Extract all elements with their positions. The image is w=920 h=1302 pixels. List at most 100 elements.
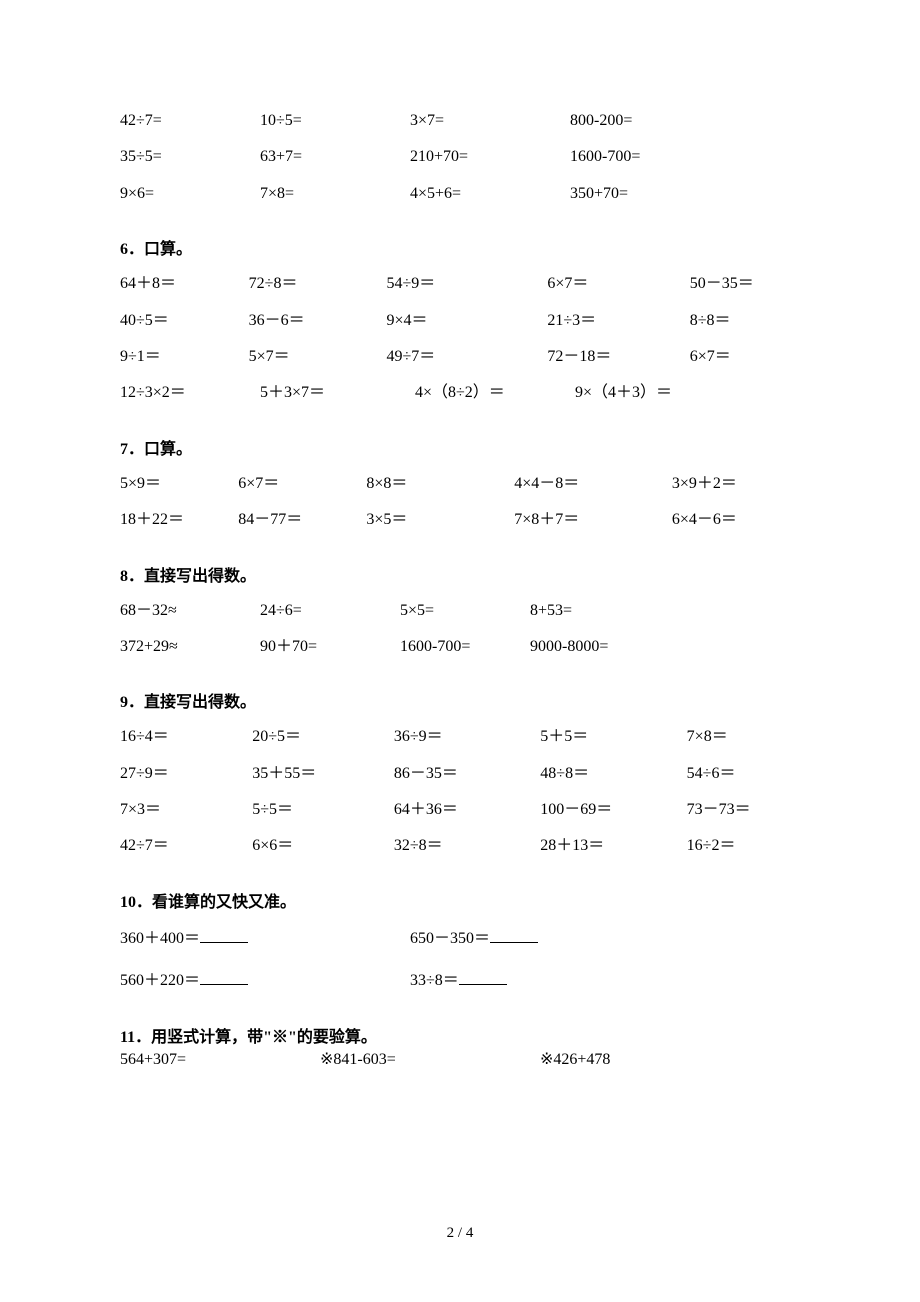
sec9-cell: 6×6＝ — [252, 835, 394, 857]
sec7-cell: 5×9＝ — [120, 473, 238, 495]
sec6-cell: 9×4＝ — [387, 310, 548, 332]
sec10-left-cell: 360＋400＝ — [120, 926, 410, 950]
sec9-cell: 100－69＝ — [540, 799, 686, 821]
section-8-heading: 8．直接写出得数。 — [120, 562, 800, 586]
sec6-cell: 64＋8＝ — [120, 273, 249, 295]
sec9-cell: 48÷8＝ — [540, 763, 686, 785]
answer-blank[interactable] — [200, 926, 248, 943]
sec10-right-cell: 650－350＝ — [410, 926, 538, 950]
sec8-cell: 68－32≈ — [120, 600, 260, 622]
sec9-cell: 5＋5＝ — [540, 726, 686, 748]
sec6-cell: 8÷8＝ — [690, 310, 800, 332]
section-10-heading: 10．看谁算的又快又准。 — [120, 888, 800, 912]
sec5-cell: 35÷5= — [120, 146, 260, 168]
page-number: 2 / 4 — [0, 1225, 920, 1242]
sec10-expr: 650－350＝ — [410, 930, 490, 947]
sec6b-cell: 4×（8÷2）＝ — [415, 382, 575, 404]
sec6-cell: 50－35＝ — [690, 273, 800, 295]
sec5-cell: 210+70= — [410, 146, 570, 168]
section-9-heading: 9．直接写出得数。 — [120, 688, 800, 712]
section-8-rows: 68－32≈24÷6=5×5=8+53= 372+29≈90＋70=1600-70… — [120, 600, 800, 659]
sec7-cell: 3×9＋2＝ — [672, 473, 800, 495]
sec9-cell: 64＋36＝ — [394, 799, 540, 821]
sec6b-row: 12÷3×2＝5＋3×7＝4×（8÷2）＝9×（4＋3）＝ — [120, 382, 800, 404]
sec10-row: 360＋400＝ 650－350＝ — [120, 926, 800, 950]
sec6-cell: 54÷9＝ — [387, 273, 548, 295]
math-worksheet-page: 42÷7=10÷5=3×7=800-200= 35÷5=63+7=210+70=1… — [0, 0, 920, 1302]
sec9-row: 42÷7＝6×6＝32÷8＝28＋13＝16÷2＝ — [120, 835, 800, 857]
sec7-cell: 84－77＝ — [238, 509, 366, 531]
sec9-cell: 73－73＝ — [687, 799, 800, 821]
sec8-cell: 24÷6= — [260, 600, 400, 622]
sec10-expr: 560＋220＝ — [120, 972, 200, 989]
sec5-cell: 7×8= — [260, 183, 410, 205]
sec9-cell: 16÷2＝ — [687, 835, 800, 857]
sec9-cell: 86－35＝ — [394, 763, 540, 785]
sec9-cell: 32÷8＝ — [394, 835, 540, 857]
sec6-cell: 72÷8＝ — [249, 273, 387, 295]
section-7-heading: 7．口算。 — [120, 435, 800, 459]
sec9-cell: 28＋13＝ — [540, 835, 686, 857]
answer-blank[interactable] — [459, 968, 507, 985]
sec5-cell: 3×7= — [410, 110, 570, 132]
sec9-cell: 7×8＝ — [687, 726, 800, 748]
sec8-cell: 9000-8000= — [530, 636, 730, 658]
answer-blank[interactable] — [200, 968, 248, 985]
sec6b-cell: 9×（4＋3）＝ — [575, 382, 775, 404]
sec5-row: 9×6=7×8=4×5+6=350+70= — [120, 183, 800, 205]
sec9-cell: 7×3＝ — [120, 799, 252, 821]
sec7-cell: 4×4－8＝ — [514, 473, 672, 495]
sec11-cell: 564+307= — [120, 1049, 320, 1071]
sec9-cell: 42÷7＝ — [120, 835, 252, 857]
sec5-cell: 9×6= — [120, 183, 260, 205]
sec7-cell: 6×7＝ — [238, 473, 366, 495]
sec6b-cell: 5＋3×7＝ — [260, 382, 415, 404]
sec5-cell: 800-200= — [570, 110, 770, 132]
sec5-cell: 350+70= — [570, 183, 770, 205]
sec5-cell: 42÷7= — [120, 110, 260, 132]
sec7-cell: 6×4－6＝ — [672, 509, 800, 531]
sec10-left-cell: 560＋220＝ — [120, 968, 410, 992]
section-11-heading: 11．用竖式计算，带"※"的要验算。 — [120, 1023, 800, 1047]
sec9-row: 27÷9＝35＋55＝86－35＝48÷8＝54÷6＝ — [120, 763, 800, 785]
sec6b-cell: 12÷3×2＝ — [120, 382, 260, 404]
sec8-cell: 90＋70= — [260, 636, 400, 658]
sec11-row: 564+307=※841-603=※426+478 — [120, 1049, 800, 1071]
sec9-cell: 20÷5＝ — [252, 726, 394, 748]
sec8-cell: 8+53= — [530, 600, 730, 622]
sec8-row: 372+29≈90＋70=1600-700=9000-8000= — [120, 636, 800, 658]
answer-blank[interactable] — [490, 926, 538, 943]
sec8-cell: 5×5= — [400, 600, 530, 622]
sec5-row: 35÷5=63+7=210+70=1600-700= — [120, 146, 800, 168]
sec5-row: 42÷7=10÷5=3×7=800-200= — [120, 110, 800, 132]
sec9-row: 7×3＝5÷5＝64＋36＝100－69＝73－73＝ — [120, 799, 800, 821]
sec6-cell: 21÷3＝ — [547, 310, 689, 332]
sec10-right-cell: 33÷8＝ — [410, 968, 507, 992]
sec6-cell: 49÷7＝ — [387, 346, 548, 368]
sec6-cell: 36－6＝ — [249, 310, 387, 332]
sec7-cell: 18＋22＝ — [120, 509, 238, 531]
sec9-row: 16÷4＝20÷5＝36÷9＝5＋5＝7×8＝ — [120, 726, 800, 748]
section-7-rows: 5×9＝6×7＝8×8＝4×4－8＝3×9＋2＝ 18＋22＝84－77＝3×5＝… — [120, 473, 800, 532]
sec6-cell: 40÷5＝ — [120, 310, 249, 332]
sec5-cell: 1600-700= — [570, 146, 770, 168]
sec9-cell: 16÷4＝ — [120, 726, 252, 748]
sec11-cell: ※841-603= — [320, 1049, 540, 1071]
sec7-row: 18＋22＝84－77＝3×5＝7×8＋7＝6×4－6＝ — [120, 509, 800, 531]
sec7-row: 5×9＝6×7＝8×8＝4×4－8＝3×9＋2＝ — [120, 473, 800, 495]
sec8-row: 68－32≈24÷6=5×5=8+53= — [120, 600, 800, 622]
sec9-cell: 36÷9＝ — [394, 726, 540, 748]
sec10-expr: 360＋400＝ — [120, 930, 200, 947]
sec9-cell: 27÷9＝ — [120, 763, 252, 785]
sec6-cell: 6×7＝ — [547, 273, 689, 295]
sec5-cell: 4×5+6= — [410, 183, 570, 205]
sec8-cell: 1600-700= — [400, 636, 530, 658]
section-5-rows: 42÷7=10÷5=3×7=800-200= 35÷5=63+7=210+70=1… — [120, 110, 800, 205]
sec10-row: 560＋220＝ 33÷8＝ — [120, 968, 800, 992]
sec6-cell: 72－18＝ — [547, 346, 689, 368]
section-6-heading: 6．口算。 — [120, 235, 800, 259]
sec9-cell: 54÷6＝ — [687, 763, 800, 785]
sec6-cell: 9÷1＝ — [120, 346, 249, 368]
sec6-row: 40÷5＝36－6＝9×4＝21÷3＝8÷8＝ — [120, 310, 800, 332]
sec7-cell: 3×5＝ — [366, 509, 514, 531]
